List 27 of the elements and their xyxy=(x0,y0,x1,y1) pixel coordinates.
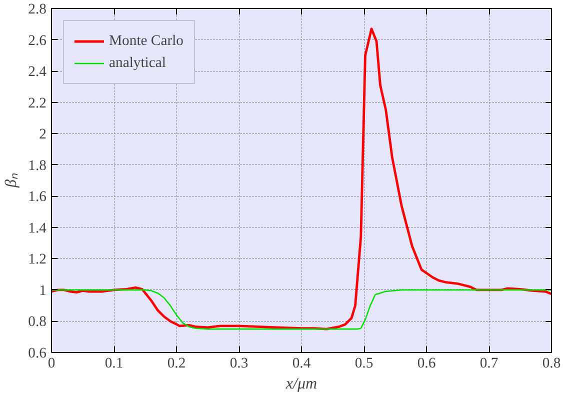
y-tick-label: 1.4 xyxy=(28,220,48,236)
x-tick-label: 0.8 xyxy=(542,356,561,372)
legend-label: Monte Carlo xyxy=(109,32,184,50)
x-tick-label: 0.1 xyxy=(104,356,124,372)
x-axis-title: x/μm xyxy=(284,376,318,392)
y-tick-label: 2.2 xyxy=(28,95,47,112)
legend-label: analytical xyxy=(109,54,166,72)
x-tick-label: 0.5 xyxy=(354,356,374,372)
x-tick-label: 0.4 xyxy=(292,356,312,372)
y-tick-label: 1.2 xyxy=(28,252,47,268)
y-tick-label: 1 xyxy=(39,282,46,299)
y-tick-label: 0.6 xyxy=(28,346,47,362)
y-tick-label: 2.6 xyxy=(28,32,47,49)
line-series xyxy=(52,28,552,330)
x-tick-label: 0.3 xyxy=(230,356,248,372)
x-tick-label: 0.6 xyxy=(417,356,436,372)
line-series xyxy=(52,289,552,330)
y-tick-label: 2 xyxy=(39,126,46,143)
y-tick-label: 0.8 xyxy=(28,314,47,330)
x-tick-label: 0 xyxy=(48,356,56,372)
y-tick-label: 2.4 xyxy=(28,64,48,80)
y-tick-label: 2.8 xyxy=(28,2,47,18)
y-tick-label: 1.6 xyxy=(28,189,47,206)
y-axis-title: βₙ xyxy=(3,172,20,188)
x-tick-label: 0.2 xyxy=(167,356,186,372)
x-tick-label: 0.7 xyxy=(480,356,498,372)
y-tick-label: 1.8 xyxy=(28,158,47,174)
